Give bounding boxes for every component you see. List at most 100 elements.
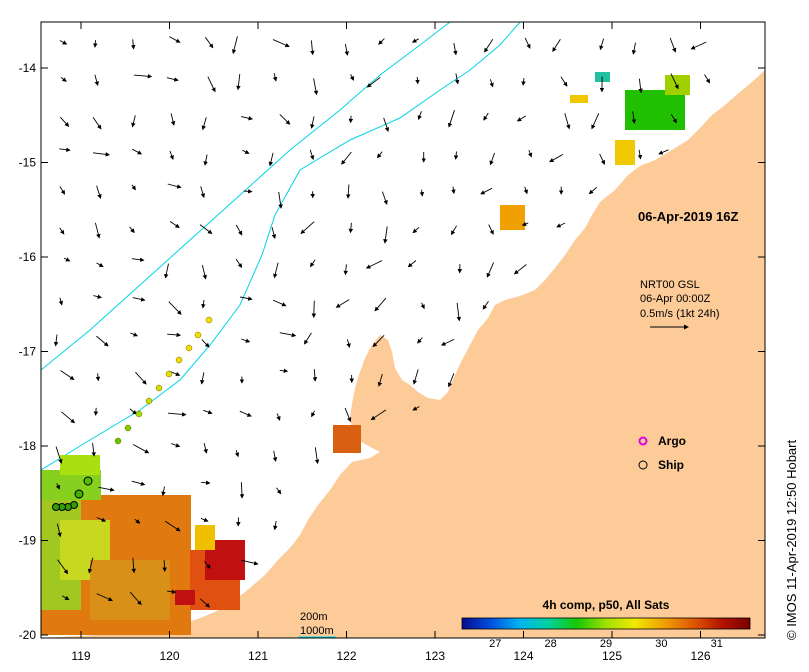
current-vector-arrow <box>239 482 245 499</box>
current-vector-arrow <box>94 74 99 86</box>
current-vectors <box>53 36 711 608</box>
current-vector-arrow <box>638 78 643 94</box>
current-legend-line2: 06-Apr 00:00Z <box>640 293 711 305</box>
colorbar-ticks: 27 28 29 30 31 <box>489 638 723 650</box>
lat-tick-label: -15 <box>19 156 37 170</box>
current-vector-arrow <box>92 152 110 157</box>
lat-tick-label: -16 <box>19 250 37 264</box>
current-vector-arrow <box>59 147 71 152</box>
current-vector-arrow <box>516 115 527 122</box>
current-vector-arrow <box>201 339 210 348</box>
current-vector-arrow <box>669 37 677 53</box>
current-vector-arrow <box>527 149 533 158</box>
current-vector-arrow <box>489 152 496 166</box>
current-vector-arrow <box>591 113 600 130</box>
lon-tick-label: 121 <box>248 649 268 663</box>
current-vector-arrow <box>453 151 459 160</box>
current-vector-arrow <box>63 257 71 262</box>
current-vector-arrow <box>489 79 494 88</box>
current-vector-arrow <box>372 334 385 348</box>
lat-tick-label: -17 <box>19 345 37 359</box>
current-vector-arrow <box>200 372 205 385</box>
current-vector-arrow <box>454 73 460 85</box>
isobath-200-label: 200m <box>300 611 328 623</box>
lon-tick-label: 126 <box>690 649 710 663</box>
current-vector-arrow <box>91 442 96 457</box>
current-vector-arrow <box>278 191 283 209</box>
current-vector-arrow <box>513 264 527 275</box>
current-vector-arrow <box>523 186 528 195</box>
current-vector-arrow <box>167 183 182 189</box>
lat-tick-label: -20 <box>19 628 37 642</box>
current-vector-arrow <box>164 263 169 279</box>
current-vector-arrow <box>440 338 455 346</box>
isobath-1000-label: 1000m <box>300 625 334 637</box>
current-vector-arrow <box>204 560 211 569</box>
current-vector-arrow <box>55 446 63 464</box>
current-vector-arrow <box>162 560 167 572</box>
current-vector-arrow <box>92 116 102 130</box>
current-vector-arrow <box>96 185 102 199</box>
current-vector-arrow <box>135 371 147 385</box>
date-label: 06-Apr-2019 16Z <box>638 209 738 224</box>
current-vector-arrow <box>599 38 605 51</box>
current-vector-arrow <box>203 442 208 454</box>
current-vector-arrow <box>240 559 259 566</box>
current-vector-arrow <box>276 413 281 421</box>
current-vector-arrow <box>240 296 253 301</box>
ship-marker-icon <box>638 460 648 470</box>
isobath-1000m <box>41 22 451 371</box>
current-vector-arrow <box>61 411 76 424</box>
longitude-axis: 119 120 121 122 123 124 125 126 <box>71 22 711 663</box>
colorbar <box>461 617 751 630</box>
lon-tick-label: 119 <box>71 649 90 663</box>
current-vector-arrow <box>276 487 282 495</box>
current-vector-arrow <box>415 76 420 85</box>
current-vector-arrow <box>365 260 383 269</box>
current-vector-arrow <box>631 111 637 124</box>
current-vector-arrow <box>451 186 456 195</box>
current-vector-arrow <box>132 444 150 454</box>
lat-tick-label: -18 <box>19 439 37 453</box>
current-vector-arrow <box>309 259 316 268</box>
current-vector-arrow <box>95 373 101 382</box>
current-vector-arrow <box>658 149 669 155</box>
current-vector-arrow <box>93 294 102 299</box>
current-vector-arrow <box>556 222 566 228</box>
current-vector-arrow <box>314 447 320 465</box>
current-vector-arrow <box>552 39 561 53</box>
current-vector-arrow <box>200 517 209 522</box>
current-vector-arrow <box>300 221 315 235</box>
current-vector-arrow <box>168 301 182 315</box>
current-vector-arrow <box>631 42 637 55</box>
current-vector-arrow <box>344 43 349 56</box>
current-vector-arrow <box>383 117 390 132</box>
current-vector-arrow <box>560 76 568 87</box>
current-vector-arrow <box>272 450 278 462</box>
current-vector-arrow <box>349 74 354 81</box>
current-vector-arrow <box>59 186 66 195</box>
current-vector-arrow <box>272 299 287 307</box>
current-vector-arrow <box>59 40 68 45</box>
lon-tick-label: 120 <box>159 649 179 663</box>
credit-text: © IMOS 11-Apr-2019 12:50 Hobart <box>784 439 799 640</box>
current-vector-arrow <box>447 110 455 128</box>
current-vector-arrow <box>131 557 136 574</box>
current-vector-arrow <box>235 224 243 236</box>
current-vector-arrow <box>412 226 420 234</box>
current-vector-arrow <box>272 73 278 82</box>
lon-tick-label: 123 <box>425 649 445 663</box>
current-vector-arrow <box>241 116 253 121</box>
current-vector-arrow <box>59 116 70 127</box>
current-vector-arrow <box>207 76 216 93</box>
lon-tick-label: 124 <box>513 649 533 663</box>
current-vector-arrow <box>53 334 59 347</box>
current-vector-arrow <box>58 297 64 306</box>
current-vector-arrow <box>376 151 383 159</box>
current-vector-arrow <box>279 114 291 125</box>
current-vector-arrow <box>169 36 181 43</box>
current-vector-arrow <box>161 486 166 497</box>
ship-track <box>52 316 213 511</box>
current-vector-arrow <box>59 227 65 235</box>
